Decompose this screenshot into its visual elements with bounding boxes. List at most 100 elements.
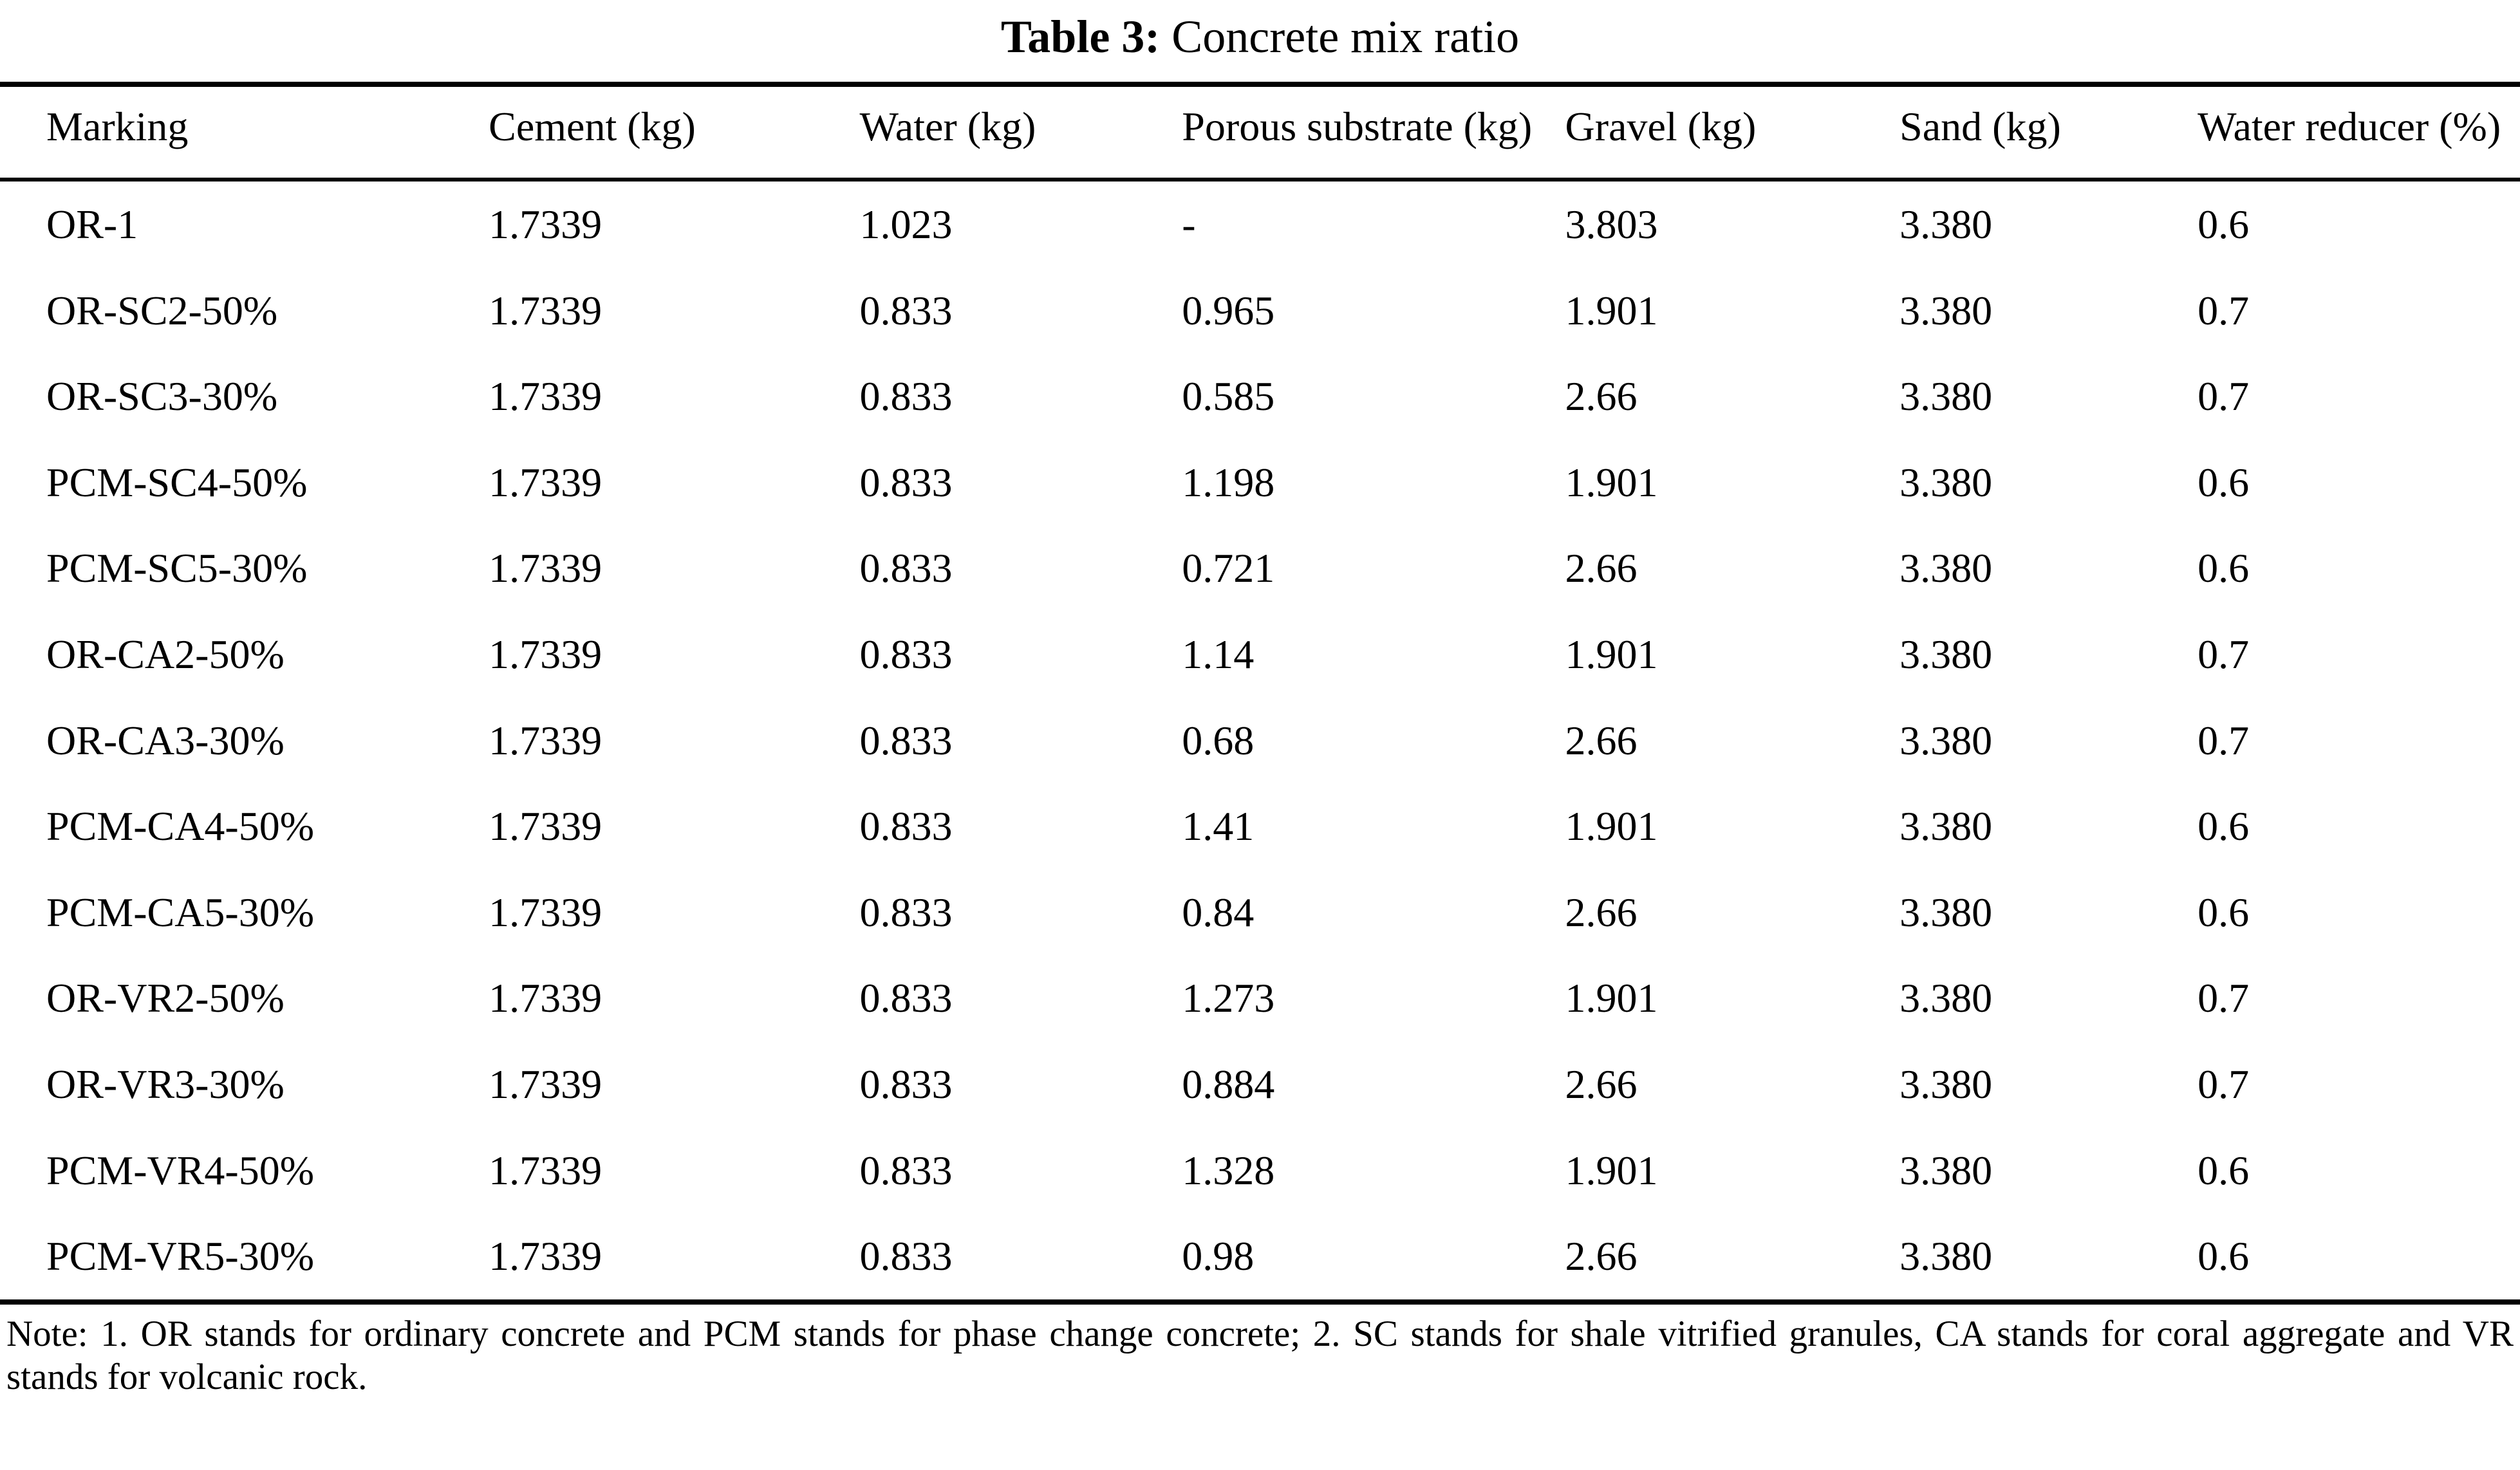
table-title: Table 3: Concrete mix ratio	[0, 0, 2520, 82]
table-cell: 0.833	[859, 631, 953, 677]
table-cell: 1.7339	[489, 975, 602, 1021]
column-header-0: Marking	[46, 104, 189, 150]
table-cell: 3.380	[1899, 1147, 1993, 1193]
table-cell: -	[1182, 201, 1196, 247]
table-row: PCM-SC4-50% 1.7339 0.833 1.198 1.901 3.380 0.6	[0, 440, 2520, 526]
table-cell: 0.6	[2198, 459, 2250, 505]
table-title-label: Table 3:	[1000, 11, 1161, 62]
table-cell: 1.901	[1565, 975, 1658, 1021]
column-header-2: Water (kg)	[859, 104, 1036, 150]
table-cell: 0.7	[2198, 975, 2250, 1021]
table-cell: 2.66	[1565, 545, 1638, 591]
table-cell: 1.7339	[489, 373, 602, 420]
table-cell: 0.884	[1182, 1061, 1275, 1107]
column-header-4: Gravel (kg)	[1565, 104, 1757, 150]
table-cell: PCM-CA4-50%	[46, 803, 315, 850]
table-cell: 3.380	[1899, 1233, 1993, 1279]
table-cell: 3.380	[1899, 975, 1993, 1021]
table-cell: 1.7339	[489, 287, 602, 333]
table-cell: 0.84	[1182, 889, 1255, 935]
table-row: OR-1 1.7339 1.023 - 3.803 3.380 0.6	[0, 180, 2520, 268]
table-row: OR-VR2-50% 1.7339 0.833 1.273 1.901 3.380 0.7	[0, 955, 2520, 1041]
table-row: PCM-SC5-30% 1.7339 0.833 0.721 2.66 3.380 0.6	[0, 525, 2520, 611]
table-cell: 3.803	[1565, 201, 1658, 247]
table-cell: OR-SC3-30%	[46, 373, 278, 420]
table-note: Note: 1. OR stands for ordinary concrete…	[6, 1313, 2514, 1397]
table-cell: PCM-SC4-50%	[46, 459, 308, 505]
table-cell: 3.380	[1899, 287, 1993, 333]
table-row: OR-VR3-30% 1.7339 0.833 0.884 2.66 3.380 0.7	[0, 1041, 2520, 1128]
table-cell: 3.380	[1899, 717, 1993, 763]
table-title-caption: Concrete mix ratio	[1171, 11, 1520, 62]
table-cell: 1.328	[1182, 1147, 1275, 1193]
table-cell: 1.901	[1565, 459, 1658, 505]
table-cell: 0.6	[2198, 803, 2250, 850]
table-cell: 1.901	[1565, 631, 1658, 677]
table-row: PCM-VR5-30% 1.7339 0.833 0.98 2.66 3.380 0.6	[0, 1213, 2520, 1302]
table-cell: 3.380	[1899, 1061, 1993, 1107]
table-cell: 0.833	[859, 889, 953, 935]
table-cell: 1.023	[859, 201, 953, 247]
table-cell: 0.833	[859, 287, 953, 333]
table-cell: 1.198	[1182, 459, 1275, 505]
table-cell: 1.7339	[489, 1061, 602, 1107]
table-row: OR-SC3-30% 1.7339 0.833 0.585 2.66 3.380 0.7	[0, 353, 2520, 440]
table-cell: 0.7	[2198, 631, 2250, 677]
table-cell: PCM-VR4-50%	[46, 1147, 315, 1193]
table-cell: 0.7	[2198, 1061, 2250, 1107]
table-cell: 1.7339	[489, 889, 602, 935]
table-cell: 1.41	[1182, 803, 1255, 850]
table-row: PCM-CA4-50% 1.7339 0.833 1.41 1.901 3.380 0.6	[0, 783, 2520, 870]
table-cell: 0.833	[859, 1233, 953, 1279]
table-cell: 1.7339	[489, 459, 602, 505]
column-header-6: Water reducer (%)	[2198, 104, 2501, 150]
table-cell: 3.380	[1899, 459, 1993, 505]
table-cell: 0.721	[1182, 545, 1275, 591]
table-cell: 1.7339	[489, 717, 602, 763]
header-row: Marking Cement (kg) Water (kg) Porous subst…	[0, 84, 2520, 180]
table-row: OR-SC2-50% 1.7339 0.833 0.965 1.901 3.380 0.7	[0, 268, 2520, 354]
table-cell: 3.380	[1899, 631, 1993, 677]
table-row: PCM-VR4-50% 1.7339 0.833 1.328 1.901 3.380 0.6	[0, 1128, 2520, 1214]
table-cell: 1.901	[1565, 287, 1658, 333]
table-cell: 0.833	[859, 975, 953, 1021]
column-header-1: Cement (kg)	[489, 104, 696, 150]
table-cell: 0.6	[2198, 201, 2250, 247]
table-cell: 3.380	[1899, 803, 1993, 850]
table-cell: 3.380	[1899, 201, 1993, 247]
table-cell: 0.6	[2198, 1233, 2250, 1279]
table-cell: 2.66	[1565, 373, 1638, 420]
table-cell: 2.66	[1565, 717, 1638, 763]
table-cell: 0.6	[2198, 1147, 2250, 1193]
table-cell: 0.98	[1182, 1233, 1255, 1279]
table-cell: OR-CA2-50%	[46, 631, 285, 677]
table-cell: 2.66	[1565, 889, 1638, 935]
table-cell: 2.66	[1565, 1233, 1638, 1279]
table-cell: 3.380	[1899, 373, 1993, 420]
table-cell: 0.833	[859, 1147, 953, 1193]
table-cell: 1.14	[1182, 631, 1255, 677]
table-cell: 0.833	[859, 459, 953, 505]
concrete-mix-table: Marking Cement (kg) Water (kg) Porous subst…	[0, 82, 2520, 1305]
table-cell: 0.833	[859, 717, 953, 763]
table-cell: 0.833	[859, 545, 953, 591]
table-cell: 3.380	[1899, 889, 1993, 935]
table-cell: 0.833	[859, 1061, 953, 1107]
table-body: OR-1 1.7339 1.023 - 3.803 3.380 0.6 OR-SC2-50% 1…	[0, 180, 2520, 1302]
table-cell: 1.7339	[489, 201, 602, 247]
table-cell: 0.833	[859, 373, 953, 420]
table-cell: OR-SC2-50%	[46, 287, 278, 333]
table-row: OR-CA3-30% 1.7339 0.833 0.68 2.66 3.380 0.7	[0, 698, 2520, 784]
table-cell: 1.273	[1182, 975, 1275, 1021]
table-cell: 0.965	[1182, 287, 1275, 333]
table-cell: PCM-VR5-30%	[46, 1233, 315, 1279]
table-cell: 1.901	[1565, 1147, 1658, 1193]
column-header-5: Sand (kg)	[1899, 104, 2061, 150]
table-cell: 3.380	[1899, 545, 1993, 591]
table-cell: OR-1	[46, 201, 138, 247]
table-cell: 1.7339	[489, 1147, 602, 1193]
table-row: PCM-CA5-30% 1.7339 0.833 0.84 2.66 3.380 0.6	[0, 870, 2520, 956]
table-cell: 1.901	[1565, 803, 1658, 850]
column-header-3: Porous substrate (kg)	[1182, 104, 1533, 150]
